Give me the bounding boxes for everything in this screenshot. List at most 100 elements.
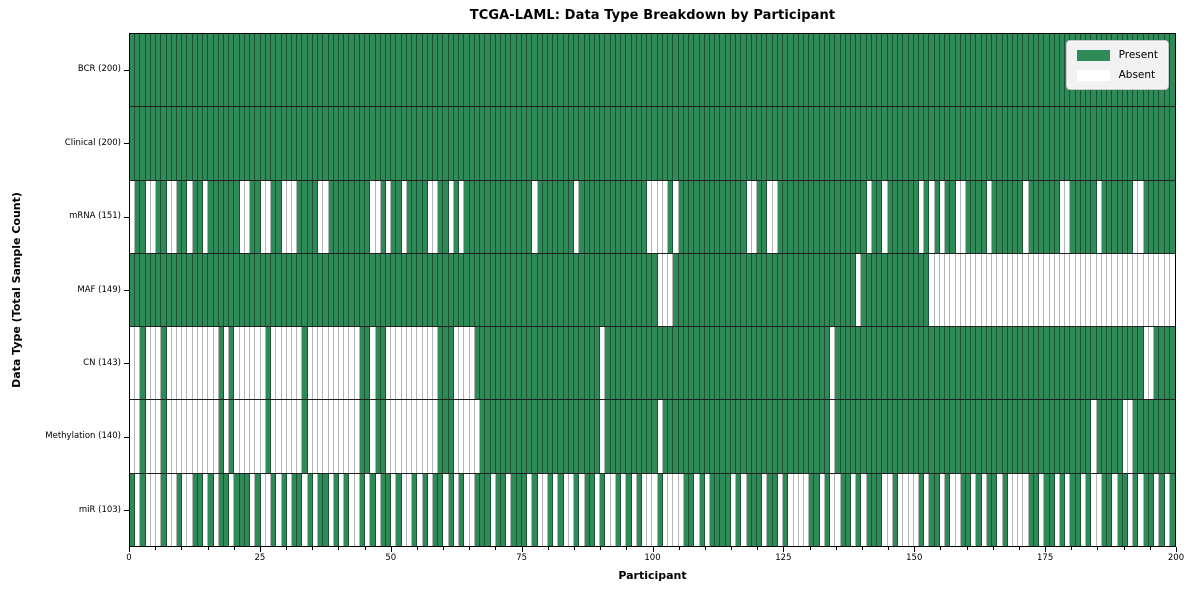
matrix-cell [1101,400,1108,473]
matrix-cell [689,473,695,546]
matrix-cell [527,34,533,107]
matrix-cell [1101,253,1108,327]
matrix-cell [673,253,679,327]
matrix-cell [741,180,747,253]
matrix-cell [328,253,334,327]
matrix-cell [986,34,993,107]
matrix-cell [600,253,606,327]
matrix-cell [751,180,757,253]
y-tick-label-cn: CN (143) [83,357,121,368]
matrix-cell [960,473,966,546]
matrix-cell [1060,253,1066,327]
matrix-cell [678,34,684,107]
matrix-cell [918,34,925,107]
matrix-cell [1148,327,1155,400]
matrix-cell [177,34,183,107]
matrix-cell [349,180,355,253]
matrix-cell [344,327,350,400]
matrix-cell [417,180,423,253]
matrix-cell [485,34,491,107]
matrix-cell [647,473,653,546]
matrix-cell [746,34,752,107]
matrix-cell [1127,473,1134,546]
matrix-cell [725,107,731,180]
matrix-cell [542,180,548,253]
matrix-cell [1101,327,1108,400]
matrix-cell [992,107,998,180]
matrix-cell [804,180,810,253]
matrix-cell [1070,473,1076,546]
matrix-cell [459,253,465,327]
matrix-cell [1054,107,1061,180]
matrix-cell [783,253,789,327]
matrix-cell [464,34,470,107]
matrix-cell [642,253,648,327]
matrix-cell [887,107,893,180]
matrix-cell [302,327,308,400]
matrix-cell [589,473,596,546]
matrix-cell [443,253,449,327]
matrix-cell [971,327,977,400]
matrix-cell [1080,180,1087,253]
matrix-cell [704,180,710,253]
matrix-cell [213,400,219,473]
matrix-cell [866,180,872,253]
matrix-cell [756,400,763,473]
matrix-cell [986,327,993,400]
matrix-cell [1080,253,1087,327]
matrix-cell [323,107,329,180]
matrix-cell [469,107,475,180]
matrix-cell [840,473,846,546]
matrix-cell [1075,327,1081,400]
matrix-cell [156,473,162,546]
matrix-cell [1122,400,1128,473]
matrix-cell [1112,107,1118,180]
matrix-cell [913,107,919,180]
matrix-cell [704,400,710,473]
matrix-cell [239,253,245,327]
matrix-cell [171,327,178,400]
matrix-cell [365,473,371,546]
x-tick-major [521,547,523,552]
matrix-cell [234,327,240,400]
matrix-cell [720,327,726,400]
matrix-cell [908,34,914,107]
matrix-cell [537,180,543,253]
matrix-cell [898,107,904,180]
matrix-cell [166,107,172,180]
matrix-cell [939,253,946,327]
matrix-cell [553,34,559,107]
matrix-cell [986,473,993,546]
matrix-cell [1148,473,1155,546]
matrix-cell [166,253,172,327]
matrix-cell [171,473,178,546]
matrix-cell [981,327,987,400]
matrix-cell [271,400,277,473]
matrix-cell [819,400,825,473]
matrix-cell [354,180,360,253]
matrix-cell [271,107,277,180]
matrix-cell [412,107,418,180]
matrix-cell [1133,400,1139,473]
matrix-cell [1018,473,1024,546]
matrix-cell [291,253,298,327]
matrix-cell [255,400,261,473]
matrix-cell [971,180,977,253]
matrix-cell [182,180,188,253]
matrix-cell [224,253,230,327]
matrix-cell [480,473,486,546]
matrix-cell [406,34,413,107]
matrix-cell [1002,180,1008,253]
matrix-cell [861,34,867,107]
matrix-cell [370,400,376,473]
matrix-cell [448,180,454,253]
matrix-cell [359,180,366,253]
matrix-cell [443,107,449,180]
matrix-cell [610,107,616,180]
matrix-cell [464,107,470,180]
matrix-cell [621,327,627,400]
x-tick-minor [495,547,497,550]
matrix-cell [532,180,538,253]
matrix-cell [480,327,486,400]
matrix-cell [1107,107,1113,180]
